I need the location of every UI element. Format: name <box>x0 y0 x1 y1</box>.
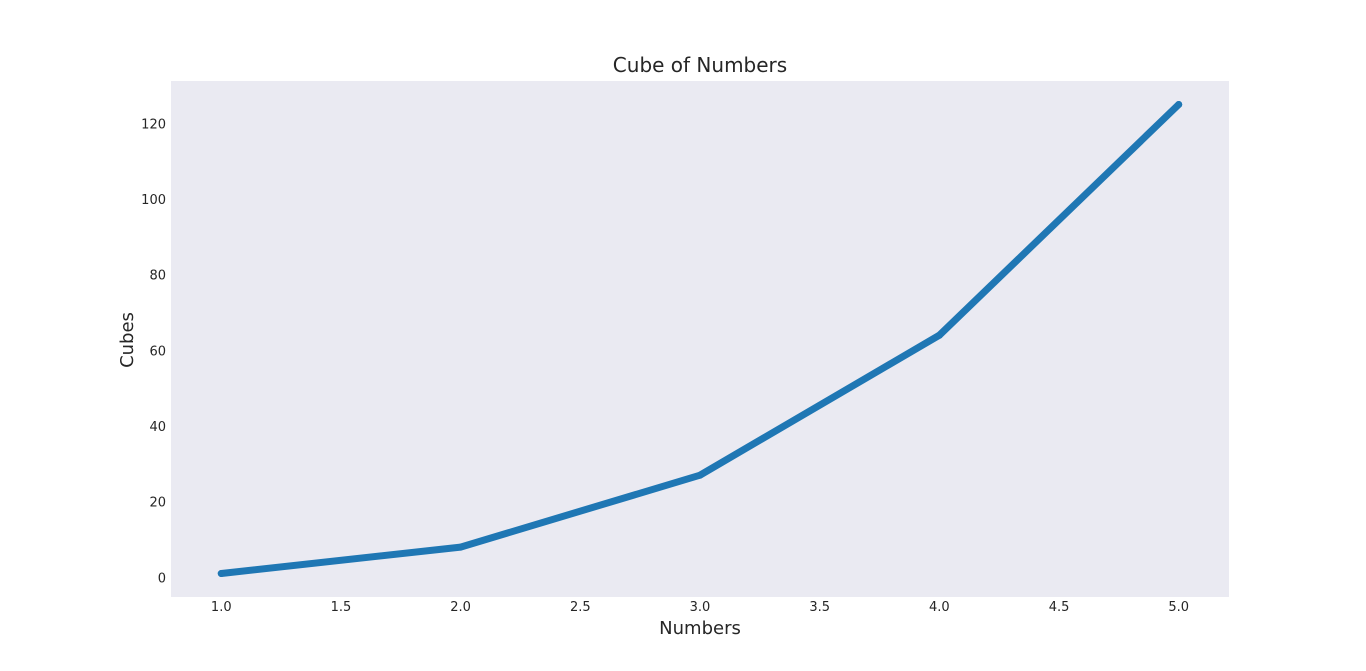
x-tick-label: 3.0 <box>690 600 711 615</box>
data-point <box>457 543 465 551</box>
x-axis-ticks: 1.0 1.5 2.0 2.5 3.0 3.5 4.0 4.5 5.0 <box>211 600 1189 615</box>
x-tick-label: 1.5 <box>331 600 352 615</box>
y-axis-title: Cubes <box>117 312 138 368</box>
y-tick-label: 100 <box>141 193 166 208</box>
y-tick-label: 120 <box>141 117 166 132</box>
x-tick-label: 2.5 <box>570 600 591 615</box>
data-point <box>217 570 225 578</box>
plot-area <box>171 81 1229 597</box>
y-tick-label: 0 <box>158 571 166 586</box>
data-point <box>696 471 704 479</box>
data-point <box>935 331 943 339</box>
chart-title: Cube of Numbers <box>613 53 787 77</box>
x-tick-label: 3.5 <box>809 600 830 615</box>
x-tick-label: 1.0 <box>211 600 232 615</box>
y-tick-label: 20 <box>149 496 166 511</box>
x-tick-label: 4.5 <box>1049 600 1070 615</box>
x-tick-label: 2.0 <box>450 600 471 615</box>
y-axis-ticks: 0 20 40 60 80 100 120 <box>141 117 166 586</box>
y-tick-label: 40 <box>149 420 166 435</box>
x-axis-title: Numbers <box>659 618 741 639</box>
y-tick-label: 60 <box>149 344 166 359</box>
x-tick-label: 5.0 <box>1168 600 1189 615</box>
data-point <box>1175 100 1183 108</box>
x-tick-label: 4.0 <box>929 600 950 615</box>
series-layer <box>217 100 1183 578</box>
y-tick-label: 80 <box>149 269 166 284</box>
